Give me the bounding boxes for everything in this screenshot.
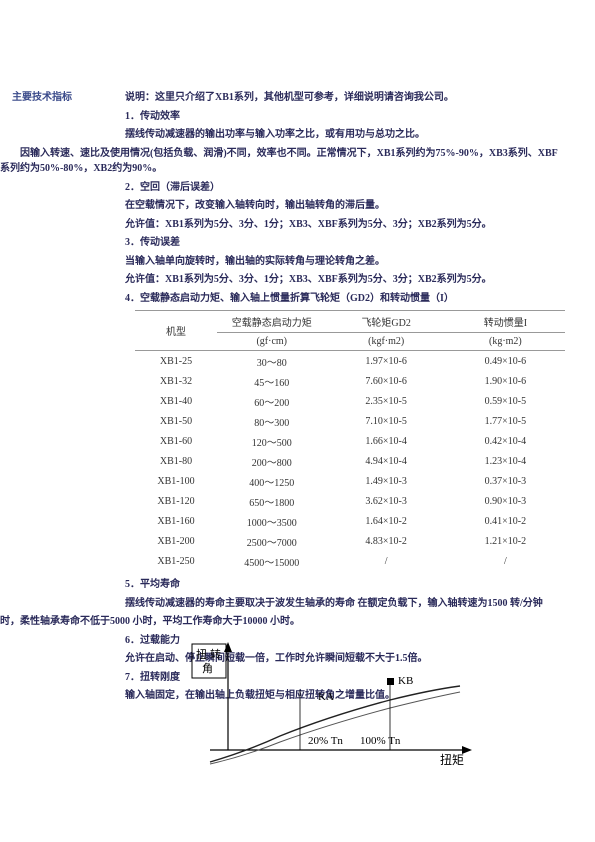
- table-cell: 1.23×10-4: [446, 451, 565, 471]
- th-torque: 空载静态启动力矩: [217, 311, 327, 333]
- section-3-p1: 当输入轴单向旋转时，输出轴的实际转角与理论转角之差。: [105, 254, 570, 270]
- th-gd2-unit: (kgf·m2): [327, 333, 446, 351]
- table-cell: 3.62×10-3: [327, 491, 446, 511]
- table-cell: XB1-100: [135, 471, 217, 491]
- table-cell: XB1-25: [135, 351, 217, 372]
- svg-text:转: 转: [210, 647, 221, 661]
- table-row: XB1-2530～801.97×10-60.49×10-6: [135, 351, 565, 372]
- table-cell: XB1-160: [135, 511, 217, 531]
- table-row: XB1-120650～18003.62×10-30.90×10-3: [135, 491, 565, 511]
- chart-label-20tn: 20% Tn: [308, 735, 343, 747]
- th-torque-unit: (gf·cm): [217, 333, 327, 351]
- section-2-title: 2．空回（滞后误差）: [105, 180, 570, 196]
- table-cell: 4.94×10-4: [327, 451, 446, 471]
- section-3-p2: 允许值：XB1系列为5分、3分、1分；XB3、XBF系列为5分、3分；XB2系列…: [105, 272, 570, 288]
- table-row: XB1-1601000～35001.64×10-20.41×10-2: [135, 511, 565, 531]
- table-cell: 1.97×10-6: [327, 351, 446, 372]
- table-row: XB1-5080～3007.10×10-51.77×10-5: [135, 411, 565, 431]
- table-cell: 2.35×10-5: [327, 391, 446, 411]
- table-row: XB1-60120～5001.66×10-40.42×10-4: [135, 431, 565, 451]
- table-cell: 7.10×10-5: [327, 411, 446, 431]
- table-row: XB1-100400～12501.49×10-30.37×10-3: [135, 471, 565, 491]
- table-cell: XB1-120: [135, 491, 217, 511]
- table-cell: 1.64×10-2: [327, 511, 446, 531]
- table-cell: 30～80: [217, 351, 327, 372]
- section-1-p1: 摆线传动减速器的输出功率与输入功率之比，或有用功与总功之比。: [105, 127, 570, 143]
- table-row: XB1-4060～2002.35×10-50.59×10-5: [135, 391, 565, 411]
- section-5-p2: 时，柔性轴承寿命不低于5000 小时，平均工作寿命大于10000 小时。: [0, 614, 560, 630]
- th-inertia-unit: (kg·m2): [446, 333, 565, 351]
- table-cell: 0.37×10-3: [446, 471, 565, 491]
- table-cell: 0.59×10-5: [446, 391, 565, 411]
- table-cell: 650～1800: [217, 491, 327, 511]
- table-cell: 1.77×10-5: [446, 411, 565, 431]
- table-cell: /: [446, 551, 565, 571]
- svg-text:角: 角: [202, 662, 213, 675]
- section-5-p1: 摆线传动减速器的寿命主要取决于波发生轴承的寿命 在额定负载下，输入轴转速为150…: [105, 596, 570, 612]
- section-2-p1: 在空载情况下，改变输入轴转向时，输出轴转角的滞后量。: [105, 198, 570, 214]
- table-cell: 45～160: [217, 371, 327, 391]
- table-cell: 0.49×10-6: [446, 351, 565, 372]
- table-cell: 1.66×10-4: [327, 431, 446, 451]
- table-header-row-1: 机型 空载静态启动力矩 飞轮矩GD2 转动惯量I: [135, 311, 565, 333]
- table-row: XB1-2504500～15000//: [135, 551, 565, 571]
- chart-label-kb: KB: [398, 675, 413, 687]
- table-cell: 1.21×10-2: [446, 531, 565, 551]
- torsion-chart: 扭 转 角 KA KB 20% Tn 100% Tn 扭矩: [190, 640, 490, 785]
- table-cell: 0.41×10-2: [446, 511, 565, 531]
- table-cell: 0.42×10-4: [446, 431, 565, 451]
- table-cell: XB1-40: [135, 391, 217, 411]
- table-row: XB1-80200～8004.94×10-41.23×10-4: [135, 451, 565, 471]
- chart-label-ka: KA: [318, 691, 334, 703]
- table-cell: 60～200: [217, 391, 327, 411]
- table-cell: 1000～3500: [217, 511, 327, 531]
- table-cell: 7.60×10-6: [327, 371, 446, 391]
- table-cell: 80～300: [217, 411, 327, 431]
- side-section-label: 主要技术指标: [12, 88, 72, 103]
- chart-xlabel: 扭矩: [440, 753, 464, 767]
- table-cell: 1.90×10-6: [446, 371, 565, 391]
- document-body: 说明：这里只介绍了XB1系列，其他机型可参考，详细说明请咨询我公司。 1．传动效…: [105, 90, 570, 707]
- table-cell: /: [327, 551, 446, 571]
- table-cell: XB1-60: [135, 431, 217, 451]
- table-cell: 120～500: [217, 431, 327, 451]
- chart-ylabel-1: 扭: [196, 647, 207, 661]
- table-row: XB1-2002500～70004.83×10-21.21×10-2: [135, 531, 565, 551]
- table-cell: 1.49×10-3: [327, 471, 446, 491]
- table-cell: XB1-50: [135, 411, 217, 431]
- table-cell: XB1-200: [135, 531, 217, 551]
- th-inertia: 转动惯量I: [446, 311, 565, 333]
- section-1-title: 1．传动效率: [105, 109, 570, 125]
- table-row: XB1-3245～1607.60×10-61.90×10-6: [135, 371, 565, 391]
- table-cell: 4.83×10-2: [327, 531, 446, 551]
- table-cell: 0.90×10-3: [446, 491, 565, 511]
- table-cell: XB1-80: [135, 451, 217, 471]
- section-3-title: 3．传动误差: [105, 235, 570, 251]
- th-model: 机型: [135, 311, 217, 351]
- table-cell: XB1-250: [135, 551, 217, 571]
- table-cell: XB1-32: [135, 371, 217, 391]
- th-gd2: 飞轮矩GD2: [327, 311, 446, 333]
- spec-table: 机型 空载静态启动力矩 飞轮矩GD2 转动惯量I (gf·cm) (kgf·m2…: [135, 310, 565, 571]
- table-cell: 200～800: [217, 451, 327, 471]
- section-4-title: 4．空载静态启动力矩、输入轴上惯量折算飞轮矩（GD2）和转动惯量（I）: [105, 291, 570, 307]
- intro-text: 说明：这里只介绍了XB1系列，其他机型可参考，详细说明请咨询我公司。: [105, 90, 570, 106]
- table-cell: 400～1250: [217, 471, 327, 491]
- section-2-p2: 允许值：XB1系列为5分、3分、1分；XB3、XBF系列为5分、3分；XB2系列…: [105, 217, 570, 233]
- section-5-title: 5．平均寿命: [105, 577, 570, 593]
- section-1-p2: 因输入转速、速比及使用情况(包括负载、润滑)不同，效率也不同。正常情况下，XB1…: [0, 146, 560, 177]
- chart-label-100tn: 100% Tn: [360, 735, 401, 747]
- table-cell: 2500～7000: [217, 531, 327, 551]
- table-cell: 4500～15000: [217, 551, 327, 571]
